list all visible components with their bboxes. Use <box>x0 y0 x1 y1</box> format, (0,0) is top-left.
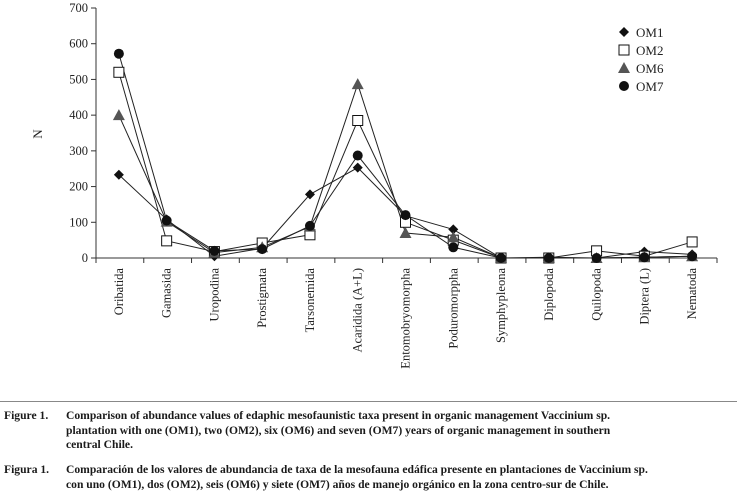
y-tick-label: 200 <box>69 180 88 194</box>
point-om7 <box>591 253 602 263</box>
point-om1 <box>113 169 124 180</box>
x-tick-label: Prostigmata <box>255 268 269 328</box>
point-om7 <box>496 253 507 263</box>
series-markers <box>112 48 699 264</box>
point-om7 <box>161 215 172 226</box>
caption-es-line1: Comparación de los valores de abundancia… <box>66 463 648 476</box>
x-tick-label: Oribatida <box>112 268 126 316</box>
legend-label-om7: OM7 <box>636 79 664 94</box>
point-om2 <box>161 235 173 247</box>
x-tick-label: Nematoda <box>685 268 699 320</box>
y-tick-label: 600 <box>69 37 88 51</box>
y-tick-label: 400 <box>69 108 88 122</box>
point-om2 <box>352 115 364 126</box>
point-om2 <box>686 236 698 248</box>
x-axis: Oribatida Gamasida Uropodina Prostigmata Tar… <box>95 257 718 369</box>
y-tick-label: 500 <box>69 72 88 86</box>
point-om6 <box>399 227 412 238</box>
abundance-chart: 0 100 200 300 400 500 600 700 Oribatida Gamasida… <box>30 1 718 369</box>
point-om1 <box>448 224 459 235</box>
caption-divider <box>0 401 737 402</box>
x-tick-label: Diplopoda <box>542 268 556 321</box>
x-tick-label: Uropodina <box>207 268 221 322</box>
point-om6 <box>351 78 364 90</box>
x-tick-label: Diptera (L) <box>637 268 651 325</box>
caption-en-line2: plantation with one (OM1), two (OM2), si… <box>66 423 611 437</box>
point-om7 <box>687 251 698 262</box>
point-om7 <box>257 244 268 255</box>
x-tick-label: Entomobryomorpha <box>399 268 413 369</box>
caption-en-line1: Comparison of abundance values of edaphi… <box>66 409 611 422</box>
point-om7 <box>543 253 554 263</box>
point-om1 <box>352 162 363 173</box>
x-tick-label: Poduromorppha <box>446 268 460 349</box>
caption-english: Figure 1. Comparison of abundance values … <box>4 409 734 453</box>
point-om6 <box>112 109 125 121</box>
caption-es-label: Figura 1. <box>4 463 50 476</box>
point-om2 <box>113 66 125 78</box>
legend: OM1 OM2 OM6 OM7 <box>618 25 664 94</box>
legend-marker-om6 <box>618 62 630 73</box>
y-tick-label: 300 <box>69 144 88 158</box>
point-om7 <box>304 220 315 231</box>
caption-es-line2: con uno (OM1), dos (OM2), seis (OM6) y s… <box>66 477 609 491</box>
y-tick-label: 100 <box>69 215 88 229</box>
legend-label-om1: OM1 <box>636 25 663 40</box>
legend-label-om6: OM6 <box>636 61 664 76</box>
legend-label-om2: OM2 <box>636 43 663 58</box>
legend-marker-om1 <box>619 27 629 37</box>
point-om7 <box>639 252 650 263</box>
y-tick-label: 700 <box>69 1 88 15</box>
y-axis: 0 100 200 300 400 500 600 700 <box>69 1 97 265</box>
point-om7 <box>448 242 459 253</box>
point-om7 <box>209 245 220 256</box>
y-axis-title: N <box>30 129 45 139</box>
point-om7 <box>352 150 363 161</box>
x-tick-label: Symphypleona <box>494 268 508 343</box>
y-tick-label: 0 <box>82 251 88 265</box>
x-tick-label: Gamasida <box>160 268 174 318</box>
point-om1 <box>304 189 315 200</box>
x-tick-label: Quilopoda <box>590 268 604 321</box>
x-tick-label: Acaridida (A+L) <box>351 268 365 352</box>
legend-marker-om7 <box>619 81 629 91</box>
caption-en-label: Figure 1. <box>4 409 49 422</box>
point-om6 <box>447 231 460 243</box>
legend-marker-om2 <box>618 44 630 56</box>
x-tick-label: Tarsonemida <box>303 268 317 333</box>
caption-spanish: Figura 1. Comparación de los valores de a… <box>4 463 734 492</box>
point-om7 <box>113 48 124 59</box>
point-om7 <box>400 210 411 221</box>
caption-en-line3: central Chile. <box>66 438 133 451</box>
